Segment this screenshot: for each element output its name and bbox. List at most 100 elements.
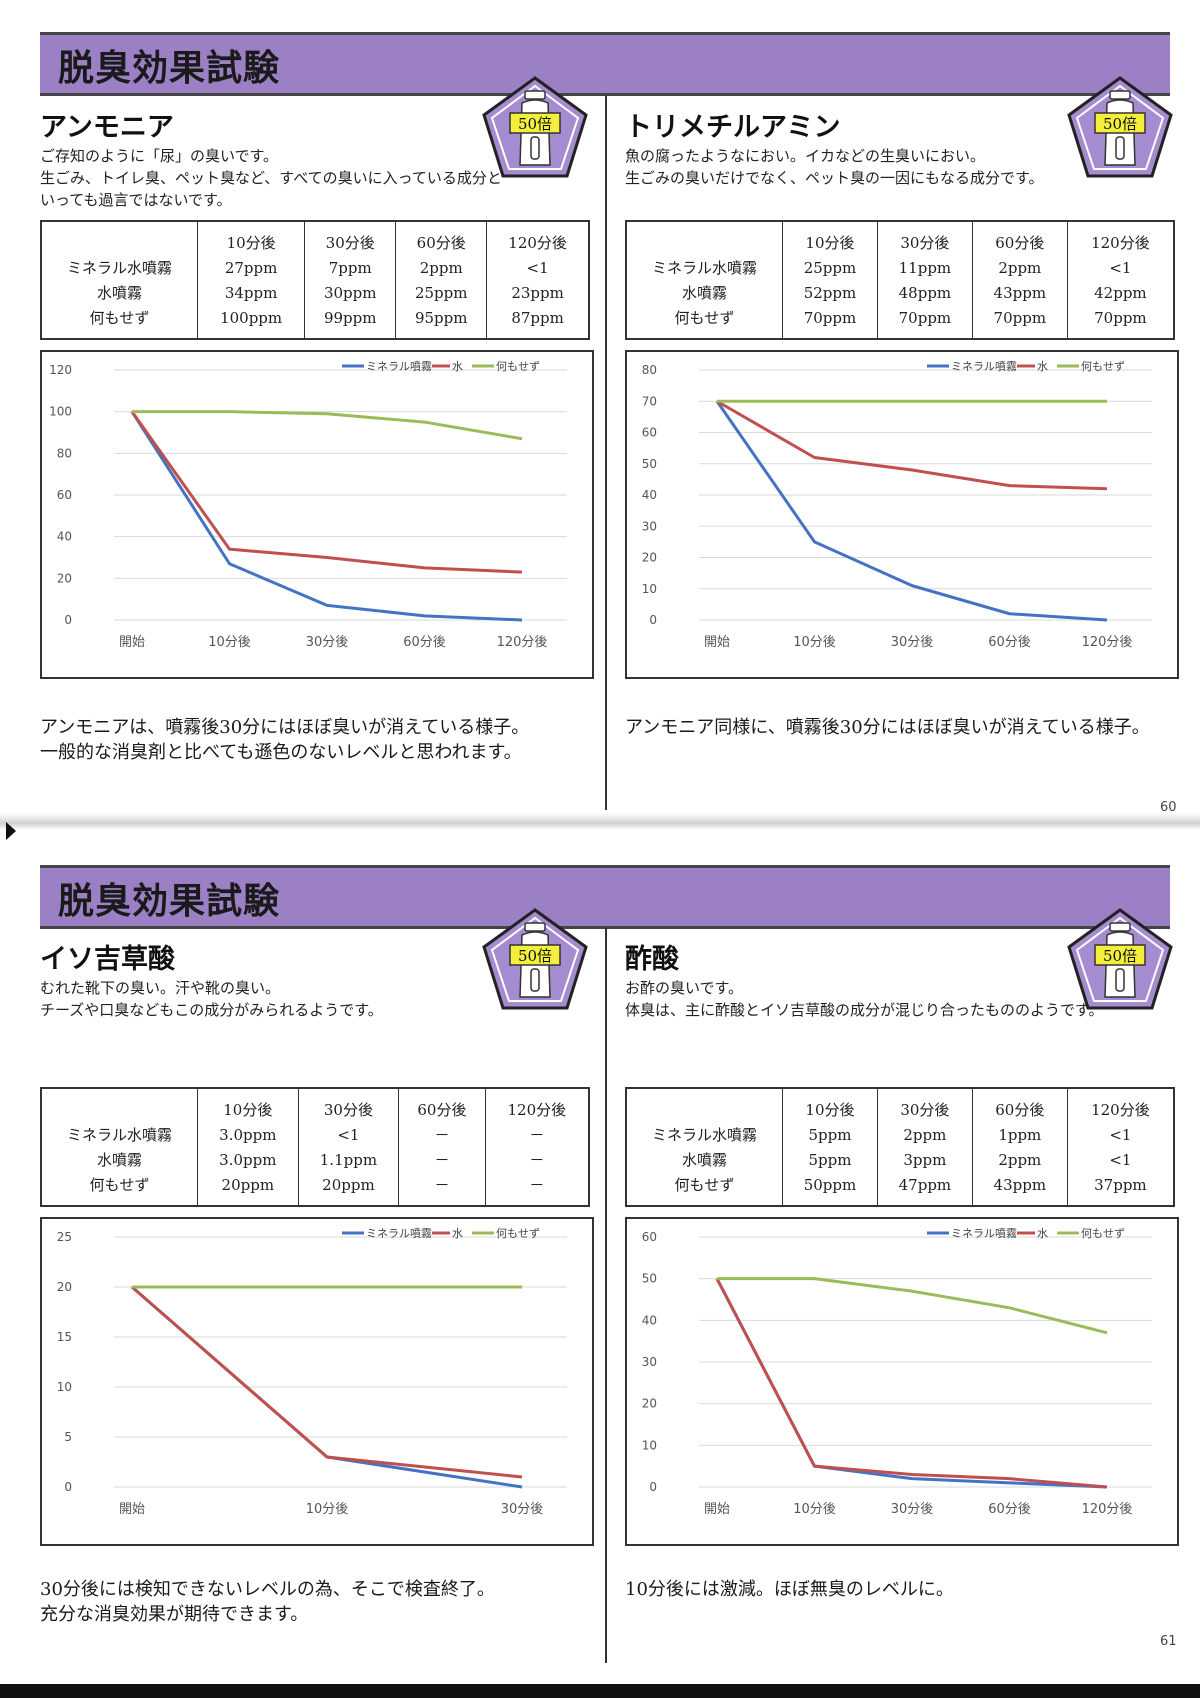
line-chart: 0 20 40 60 80 100 120 開始 10分後 30分後 60分後 120分後 ミネラル噴霧…	[40, 350, 594, 679]
table-cell: 25ppm	[782, 255, 878, 280]
y-tick-label: 40	[642, 1313, 657, 1327]
table-cell: 20ppm	[297, 1172, 399, 1206]
table-cell: －	[398, 1122, 486, 1147]
x-tick-label: 10分後	[208, 635, 251, 650]
column-header: 10分後	[197, 1088, 299, 1122]
results-table: 10分後 30分後 60分後 120分後 ミネラル水噴霧 3.0ppm <1 －－水噴霧 3.0…	[40, 1087, 590, 1207]
line-chart: 0 5 10 15 20 25 開始 10分後 30分後 ミネラル噴霧 水 何もせず	[40, 1217, 594, 1546]
table-cell: <1	[1066, 1122, 1174, 1147]
row-label: 水噴霧	[681, 284, 727, 302]
section-conclusion: 10分後には激減。ほぼ無臭のレベルに。	[625, 1579, 954, 1600]
line-chart: 0 10 20 30 40 50 60 70 80 開始 10分後 30分後 60分後 120分後 ミネラル…	[625, 350, 1179, 679]
legend-label: 何もせず	[1081, 1227, 1125, 1240]
y-tick-label: 60	[642, 1230, 657, 1244]
section-isovaleric-acid: イソ吉草酸 50倍 むれた靴下の臭い。汗や靴の臭い。 チーズや口臭などもこの成分がみ…	[40, 908, 594, 1657]
table-header-row: 10分後 30分後 60分後 120分後	[41, 1088, 589, 1122]
x-tick-label: 10分後	[306, 1502, 349, 1517]
row-label: ミネラル水噴霧	[651, 1126, 757, 1144]
table-cell: 2ppm	[971, 255, 1068, 280]
legend-label: 何もせず	[496, 360, 540, 373]
row-label: 何もせず	[674, 1176, 735, 1194]
table-row: 水噴霧 3.0ppm 1.1ppm －－	[41, 1147, 589, 1172]
table-row: 何もせず 70ppm 70ppm 70ppm 70ppm	[626, 305, 1174, 339]
y-tick-label: 60	[57, 488, 72, 502]
table-row: ミネラル水噴霧 5ppm 2ppm 1ppm <1	[626, 1122, 1174, 1147]
table-cell: －	[484, 1172, 589, 1206]
book-binding-shadow	[0, 812, 1200, 830]
table-cell: 2ppm	[395, 255, 487, 280]
table-cell: 7ppm	[304, 255, 396, 280]
series-line-2	[717, 1277, 1108, 1335]
page-60: 脱臭効果試験 アンモニア 50倍 ご存知のように「尿」の臭いです。 生ごみ、トイレ臭…	[0, 0, 1200, 815]
line-chart: 0 10 20 30 40 50 60 開始 10分後 30分後 60分後 120分後 ミネラル噴霧 水 何…	[625, 1217, 1179, 1546]
table-cell: 37ppm	[1066, 1172, 1174, 1206]
row-label: 水噴霧	[96, 1151, 142, 1169]
page-banner: 脱臭効果試験	[40, 865, 1170, 929]
badge-label: 50倍	[518, 947, 552, 965]
results-table: 10分後 30分後 60分後 120分後 ミネラル水噴霧 27ppm 7ppm 2ppm <1 水…	[40, 220, 590, 340]
table-cell: －	[398, 1147, 486, 1172]
series-line-0	[715, 1277, 1108, 1489]
x-tick-label: 10分後	[793, 635, 836, 650]
badge-pentagon: 50倍	[480, 75, 590, 180]
column-header: 60分後	[398, 1088, 486, 1122]
section-heading: トリメチルアミン	[625, 112, 841, 143]
table-cell: 11ppm	[876, 255, 973, 280]
section-description: 魚の腐ったようなにおい。イカなどの生臭いにおい。 生ごみの臭いだけでなく、ペット…	[625, 147, 1044, 187]
table-cell: 3.0ppm	[197, 1147, 299, 1172]
table-cell: 43ppm	[971, 280, 1068, 305]
column-header: 60分後	[971, 1088, 1068, 1122]
section-conclusion: アンモニア同様に、噴霧後30分にはほぼ臭いが消えている様子。	[625, 717, 1150, 738]
y-tick-label: 20	[57, 571, 72, 585]
column-header: 30分後	[304, 221, 396, 255]
y-tick-label: 0	[64, 613, 72, 627]
page-number: 61	[1160, 1634, 1177, 1649]
column-header: 10分後	[196, 221, 305, 255]
series-line-0	[130, 410, 523, 622]
table-cell: 27ppm	[196, 255, 305, 280]
table-cell: 1ppm	[971, 1122, 1068, 1147]
row-label: ミネラル水噴霧	[66, 1126, 172, 1144]
banner-title: 脱臭効果試験	[58, 48, 281, 89]
table-cell: 3.0ppm	[197, 1122, 299, 1147]
page-banner: 脱臭効果試験	[40, 32, 1170, 96]
badge-label: 50倍	[518, 115, 552, 133]
y-tick-label: 100	[49, 405, 72, 419]
legend-label: 何もせず	[1081, 360, 1125, 373]
table-cell: 52ppm	[782, 280, 878, 305]
column-header	[626, 1088, 783, 1122]
y-tick-label: 50	[642, 1272, 657, 1286]
table-row: 水噴霧 5ppm 3ppm 2ppm <1	[626, 1147, 1174, 1172]
results-table: 10分後 30分後 60分後 120分後 ミネラル水噴霧 5ppm 2ppm 1ppm <1 水噴…	[625, 1087, 1175, 1207]
x-tick-label: 30分後	[306, 635, 349, 650]
legend-label: ミネラル噴霧	[366, 1227, 432, 1240]
table-row: 何もせず 50ppm 47ppm 43ppm 37ppm	[626, 1172, 1174, 1206]
legend-label: 何もせず	[496, 1227, 540, 1240]
y-tick-label: 80	[57, 446, 72, 460]
legend-label: 水	[1037, 1227, 1048, 1240]
section-acetic-acid: 酢酸 50倍 お酢の臭いです。 体臭は、主に酢酸とイソ吉草酸の成分が混じり合ったもの…	[625, 908, 1179, 1657]
badge-pentagon: 50倍	[480, 907, 590, 1012]
legend-label: ミネラル噴霧	[951, 360, 1017, 373]
x-tick-label: 30分後	[501, 1502, 544, 1517]
legend-label: ミネラル噴霧	[366, 360, 432, 373]
table-cell: 3ppm	[876, 1147, 973, 1172]
column-header: 60分後	[971, 221, 1068, 255]
table-cell: 42ppm	[1066, 280, 1174, 305]
table-cell: 30ppm	[304, 280, 396, 305]
table-header-row: 10分後 30分後 60分後 120分後	[626, 221, 1174, 255]
table-cell: 2ppm	[971, 1147, 1068, 1172]
results-table: 10分後 30分後 60分後 120分後 ミネラル水噴霧 25ppm 11ppm 2ppm <1…	[625, 220, 1175, 340]
y-tick-label: 25	[57, 1230, 72, 1244]
badge-pentagon: 50倍	[1065, 75, 1175, 180]
y-tick-label: 0	[64, 1480, 72, 1494]
y-tick-label: 20	[642, 551, 657, 565]
badge-label: 50倍	[1103, 947, 1137, 965]
series-line-1	[716, 399, 1108, 491]
x-tick-label: 120分後	[1082, 635, 1133, 650]
legend-label: ミネラル噴霧	[951, 1227, 1017, 1240]
table-cell: 34ppm	[196, 280, 305, 305]
column-divider	[605, 95, 607, 810]
y-tick-label: 15	[57, 1330, 72, 1344]
y-tick-label: 5	[64, 1430, 72, 1444]
